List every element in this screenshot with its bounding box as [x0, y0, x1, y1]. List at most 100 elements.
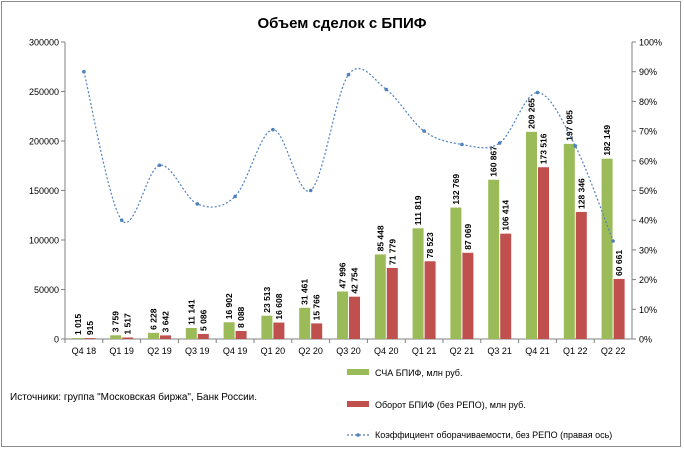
data-label-scha: 160 867: [489, 146, 499, 177]
bar-turnover: [349, 296, 360, 339]
source-note: Источники: группа "Московская биржа", Ба…: [10, 391, 257, 403]
bar-scha: [601, 158, 613, 339]
right-tick-label: 60%: [639, 156, 657, 166]
data-label-scha: 23 513: [262, 286, 272, 312]
bar-scha: [374, 254, 386, 339]
data-label-scha: 132 769: [451, 174, 461, 205]
bar-turnover: [235, 330, 247, 339]
x-tick-label: Q1 22: [563, 346, 588, 356]
left-tick-label: 250000: [29, 87, 59, 97]
data-label-turnover: 3 642: [161, 311, 171, 333]
x-tick-label: Q1 21: [412, 346, 437, 356]
turnover-ratio-point: [271, 127, 275, 132]
data-label-scha: 111 819: [413, 195, 423, 225]
bar-turnover: [160, 335, 171, 339]
turnover-ratio-point: [611, 239, 615, 243]
data-label-scha: 6 228: [149, 308, 159, 330]
x-tick-label: Q4 19: [223, 346, 248, 356]
bar-scha: [488, 179, 500, 339]
turnover-ratio-point: [384, 87, 389, 92]
legend: СЧА БПИФ, млн руб. Оборот БПИФ (без РЕПО)…: [347, 368, 612, 440]
legend-label-turnover: Оборот БПИФ (без РЕПО), млн руб.: [375, 400, 526, 410]
data-label-turnover: 8 088: [236, 306, 246, 328]
legend-swatch-turnover: [347, 401, 369, 407]
right-tick-label: 0%: [639, 335, 652, 345]
data-label-turnover: 915: [85, 321, 95, 335]
turnover-ratio-point: [346, 72, 351, 77]
bar-turnover: [197, 333, 209, 339]
data-label-scha: 16 902: [224, 293, 234, 319]
right-tick-label: 10%: [639, 305, 657, 315]
left-tick-label: 200000: [29, 137, 59, 147]
bar-scha: [337, 291, 348, 339]
turnover-ratio-point: [535, 90, 540, 95]
turnover-ratio-point: [308, 188, 313, 193]
bar-scha: [223, 322, 235, 339]
data-label-turnover: 1 517: [123, 313, 133, 335]
data-label-scha: 197 085: [564, 110, 574, 141]
left-tick-label: 50000: [34, 285, 59, 295]
left-tick-label: 300000: [29, 38, 59, 48]
right-tick-label: 50%: [639, 186, 657, 196]
data-label-turnover: 128 346: [576, 178, 586, 209]
bar-turnover: [122, 337, 134, 339]
legend-label-ratio: Коэффициент оборачиваемости, без РЕПО (п…: [375, 430, 612, 440]
x-tick-label: Q2 20: [298, 346, 323, 356]
right-tick-label: 100%: [639, 38, 662, 48]
bar-turnover: [500, 233, 512, 339]
turnover-ratio-point: [195, 202, 200, 206]
left-tick-label: 150000: [29, 186, 59, 196]
data-label-turnover: 173 516: [539, 133, 549, 164]
data-label-scha: 3 759: [111, 311, 121, 333]
data-label-turnover: 5 086: [198, 309, 208, 331]
data-label-scha: 31 461: [300, 279, 310, 305]
x-tick-label: Q1 19: [109, 346, 134, 356]
data-label-scha: 11 141: [186, 299, 196, 325]
right-tick-label: 80%: [639, 97, 657, 107]
legend-marker-ratio: [356, 433, 360, 437]
bar-turnover: [462, 252, 474, 339]
bar-scha: [261, 315, 273, 339]
bar-turnover: [538, 167, 549, 339]
left-tick-label: 100000: [29, 236, 59, 246]
bar-scha: [185, 327, 197, 339]
bar-scha: [526, 131, 537, 339]
left-tick-label: 0: [54, 335, 59, 345]
x-tick-label: Q3 19: [185, 346, 210, 356]
data-label-turnover: 42 754: [350, 267, 360, 293]
bar-turnover: [311, 323, 323, 339]
data-label-scha: 85 448: [375, 225, 385, 251]
x-tick-label: Q2 19: [147, 346, 172, 356]
legend-label-scha: СЧА БПИФ, млн руб.: [375, 368, 462, 378]
turnover-ratio-point: [573, 144, 578, 148]
data-label-scha: 1 015: [73, 313, 83, 335]
x-tick-label: Q4 20: [374, 346, 399, 356]
bar-turnover: [575, 211, 587, 339]
bar-scha: [72, 337, 84, 339]
data-label-turnover: 106 414: [501, 200, 511, 231]
right-tick-label: 40%: [639, 216, 657, 226]
right-tick-label: 70%: [639, 127, 657, 137]
bar-scha: [110, 335, 122, 339]
right-tick-label: 90%: [639, 67, 657, 77]
turnover-ratio-point: [497, 141, 502, 145]
bar-scha: [148, 332, 159, 339]
x-tick-label: Q1 20: [261, 346, 286, 356]
bar-turnover: [273, 322, 285, 339]
bar-scha: [563, 143, 575, 339]
bar-turnover: [386, 267, 398, 339]
bar-scha: [299, 307, 311, 339]
bar-scha: [412, 228, 424, 339]
data-label-scha: 209 265: [527, 98, 537, 129]
bar-turnover: [613, 278, 625, 339]
turnover-ratio-point: [233, 194, 237, 199]
right-tick-label: 30%: [639, 245, 657, 255]
bar-turnover: [424, 261, 436, 339]
x-tick-label: Q3 20: [336, 346, 361, 356]
plot-area: 0 50000 100000 150000 200000 250000 300000 0% 10…: [29, 38, 662, 357]
x-tick-label: Q3 21: [487, 346, 512, 356]
data-label-turnover: 71 779: [387, 239, 397, 265]
right-tick-label: 20%: [639, 275, 657, 285]
